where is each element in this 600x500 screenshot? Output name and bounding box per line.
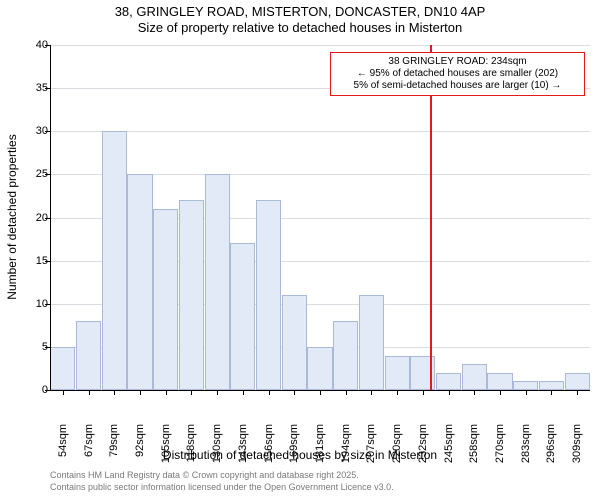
y-tick-label: 30 bbox=[18, 125, 48, 137]
plot-area bbox=[50, 45, 590, 390]
histogram-bar bbox=[539, 381, 564, 390]
gridline bbox=[50, 45, 590, 46]
x-tick-label: 207sqm bbox=[365, 424, 377, 469]
x-tick-label: 181sqm bbox=[314, 424, 326, 469]
histogram-bar bbox=[153, 209, 178, 390]
x-tick-label: 67sqm bbox=[83, 424, 95, 469]
histogram-bar bbox=[205, 174, 230, 390]
annotation-line: 5% of semi-detached houses are larger (1… bbox=[337, 80, 578, 92]
x-tick-label: 258sqm bbox=[468, 424, 480, 469]
histogram-bar bbox=[102, 131, 127, 390]
histogram-bar bbox=[359, 295, 384, 390]
histogram-bar bbox=[127, 174, 152, 390]
chart-title-line2: Size of property relative to detached ho… bbox=[0, 20, 600, 35]
histogram-bar bbox=[179, 200, 204, 390]
x-tick-label: 118sqm bbox=[185, 424, 197, 469]
x-tick-label: 270sqm bbox=[494, 424, 506, 469]
annotation-line: ← 95% of detached houses are smaller (20… bbox=[337, 68, 578, 80]
annotation-box: 38 GRINGLEY ROAD: 234sqm← 95% of detache… bbox=[330, 52, 585, 96]
x-tick-label: 169sqm bbox=[288, 424, 300, 469]
histogram-bar bbox=[50, 347, 75, 390]
histogram-bar bbox=[462, 364, 487, 390]
histogram-bar bbox=[565, 373, 590, 390]
y-tick-label: 35 bbox=[18, 82, 48, 94]
y-tick-label: 10 bbox=[18, 298, 48, 310]
y-tick-label: 15 bbox=[18, 255, 48, 267]
x-tick-label: 54sqm bbox=[57, 424, 69, 469]
histogram-bar bbox=[307, 347, 332, 390]
annotation-line: 38 GRINGLEY ROAD: 234sqm bbox=[337, 56, 578, 68]
y-tick-label: 20 bbox=[18, 212, 48, 224]
histogram-bar bbox=[333, 321, 358, 390]
y-tick-label: 25 bbox=[18, 168, 48, 180]
x-tick-label: 130sqm bbox=[211, 424, 223, 469]
x-tick-label: 79sqm bbox=[108, 424, 120, 469]
histogram-bar bbox=[487, 373, 512, 390]
y-tick-label: 0 bbox=[18, 384, 48, 396]
histogram-bar bbox=[256, 200, 281, 390]
x-tick-label: 194sqm bbox=[340, 424, 352, 469]
y-axis-line bbox=[50, 45, 51, 390]
x-axis-line bbox=[50, 390, 590, 391]
attribution-line2: Contains public sector information licen… bbox=[50, 482, 394, 492]
y-tick-label: 5 bbox=[18, 341, 48, 353]
histogram-bar bbox=[436, 373, 461, 390]
x-tick-label: 245sqm bbox=[443, 424, 455, 469]
gridline bbox=[50, 131, 590, 132]
x-tick-label: 232sqm bbox=[417, 424, 429, 469]
x-tick-label: 105sqm bbox=[160, 424, 172, 469]
attribution-line1: Contains HM Land Registry data © Crown c… bbox=[50, 470, 359, 480]
x-tick-label: 156sqm bbox=[263, 424, 275, 469]
histogram-bar bbox=[76, 321, 101, 390]
x-tick-label: 296sqm bbox=[545, 424, 557, 469]
y-axis-title: Number of detached properties bbox=[5, 117, 19, 317]
histogram-bar bbox=[410, 356, 435, 391]
x-tick-label: 309sqm bbox=[571, 424, 583, 469]
x-tick-label: 92sqm bbox=[134, 424, 146, 469]
chart-title-line1: 38, GRINGLEY ROAD, MISTERTON, DONCASTER,… bbox=[0, 4, 600, 19]
histogram-bar bbox=[513, 381, 538, 390]
y-tick-label: 40 bbox=[18, 39, 48, 51]
histogram-chart: 38, GRINGLEY ROAD, MISTERTON, DONCASTER,… bbox=[0, 0, 600, 500]
histogram-bar bbox=[282, 295, 307, 390]
marker-vline bbox=[430, 45, 432, 390]
histogram-bar bbox=[385, 356, 410, 391]
x-tick-label: 220sqm bbox=[391, 424, 403, 469]
x-tick-label: 283sqm bbox=[520, 424, 532, 469]
histogram-bar bbox=[230, 243, 255, 390]
x-tick-label: 143sqm bbox=[237, 424, 249, 469]
